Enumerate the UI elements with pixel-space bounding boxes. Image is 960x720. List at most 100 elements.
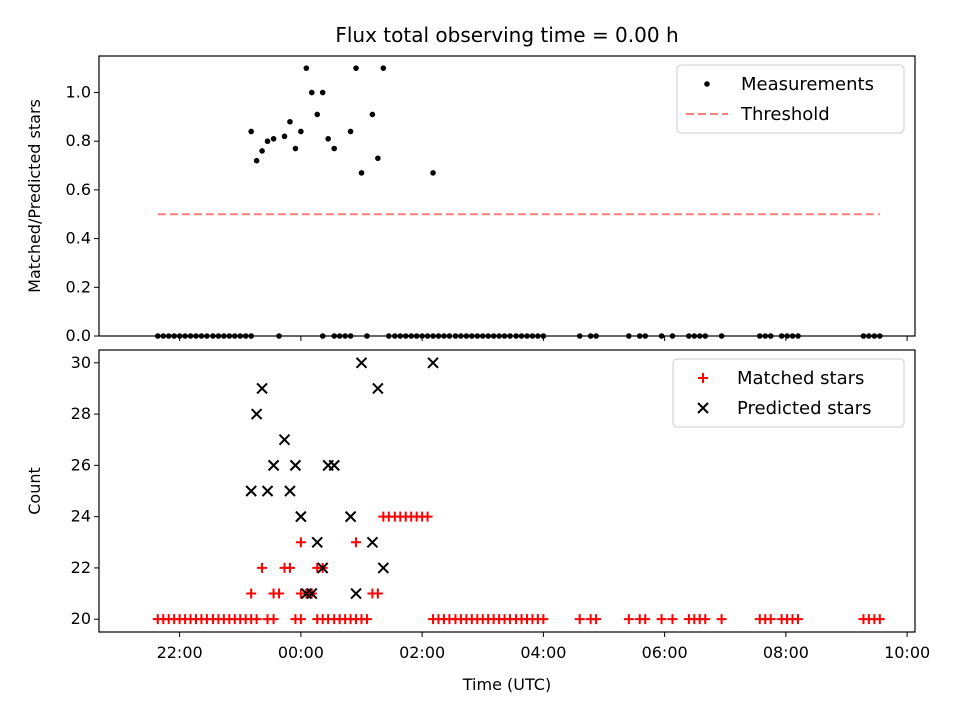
y-tick-label: 24 [71,507,91,526]
predicted-star-point [278,434,291,446]
predicted-star-point [372,382,384,395]
matched-star-point [765,614,776,625]
measurement-point [264,138,271,145]
legend-predicted-swatch [697,402,709,414]
matched-star-point [656,614,667,625]
legend-label: Predicted stars [737,398,871,419]
measurement-point [248,128,254,135]
measurement-point [358,170,365,176]
predicted-star-point [284,485,296,497]
measurement-point [430,170,436,176]
predicted-star-point [261,485,274,497]
axes-frame [98,349,916,633]
measurement-point [259,148,265,154]
matched-star-point [591,614,602,625]
legend: Measurements Threshold [676,64,905,134]
y-tick-label: 0.8 [66,131,91,150]
predicted-star-point [289,459,302,472]
matched-star-point [792,614,803,625]
predicted-star-point [344,510,357,523]
y-tick-label: 20 [71,609,91,628]
matched-star-point [284,562,295,573]
matched-star-point [351,537,362,548]
measurement-point [325,135,331,142]
plot-area [152,357,885,625]
y-tick-label: 30 [71,353,91,372]
matched-star-point [268,614,279,625]
legend-box [672,358,905,428]
y-tick-label: 28 [71,404,91,423]
matched-star-point [574,614,585,625]
matched-star-point [640,614,651,625]
y-tick-label: 1.0 [66,83,91,102]
upper-panel: 0.0 0.2 0.4 0.6 0.8 1.0 Matched/Predicted star… [25,55,916,345]
y-tick-label: 22 [71,558,91,577]
predicted-star-point [267,459,280,472]
matched-star-point [372,588,383,599]
matched-star-point [700,614,711,625]
y-tick-label: 0.4 [66,229,91,248]
measurement-point [347,128,354,135]
measurement-point [303,65,310,71]
matched-star-point [246,588,257,599]
matched-star-point [538,614,549,625]
measurement-point [308,89,315,96]
matched-star-point [716,614,727,625]
measurement-point [353,65,359,71]
matched-star-point [295,614,306,625]
x-tick-label: 10:00 [884,643,930,662]
predicted-star-point [245,485,257,497]
y-axis-label: Matched/Predicted stars [25,99,44,293]
x-tick-label: 04:00 [520,643,566,662]
chart-title: Flux total observing time = 0.00 h [335,23,678,47]
measurement-point [281,133,288,140]
x-tick-label: 02:00 [399,643,445,662]
measurement-point [380,65,387,71]
predicted-star-point [366,536,379,548]
predicted-star-point [328,459,340,472]
y-tick-label: 0.2 [66,277,91,296]
y-tick-label: 0.0 [66,326,91,345]
x-axis-label: Time (UTC) [462,675,551,694]
y-tick-label: 26 [71,455,91,474]
measurement-point [298,128,304,135]
matched-star-point [623,614,634,625]
predicted-star-point [311,536,323,548]
matched-star-point [295,537,306,548]
axes-frame [98,55,916,337]
measurement-point [319,89,326,96]
predicted-star-point [295,510,307,523]
x-tick-label: 08:00 [763,643,809,662]
matched-star-point [667,614,678,625]
measurement-point [331,145,338,152]
matched-star-point [361,614,372,625]
matched-star-point [274,588,285,599]
predicted-star-point [250,408,263,420]
predicted-star-point [427,357,439,369]
matched-star-point [257,562,268,573]
matched-star-point [874,614,885,625]
legend: Matched stars Predicted stars [672,358,905,428]
predicted-star-point [256,382,268,395]
measurement-point [287,118,293,125]
predicted-star-point [377,562,390,574]
y-tick-label: 0.6 [66,180,91,199]
x-tick-label: 22:00 [157,643,203,662]
measurement-point [314,111,321,118]
predicted-star-point [316,562,329,574]
legend-matched-swatch [698,373,708,383]
predicted-star-point [350,587,362,600]
lower-panel: 20 22 24 26 28 30 22:00 00:00 02:00 04:00 06:00 08:… [25,349,930,694]
predicted-star-point [355,357,368,369]
y-axis-label: Count [25,467,44,515]
measurement-point [375,155,381,162]
legend-label: Matched stars [737,368,864,389]
matched-star-point [251,614,262,625]
legend-box [676,64,905,134]
measurement-point [270,135,277,142]
x-tick-label: 06:00 [642,643,688,662]
measurement-point [369,111,376,118]
matched-star-point [422,511,433,522]
x-tick-label: 00:00 [278,643,324,662]
legend-label: Measurements [741,74,874,95]
